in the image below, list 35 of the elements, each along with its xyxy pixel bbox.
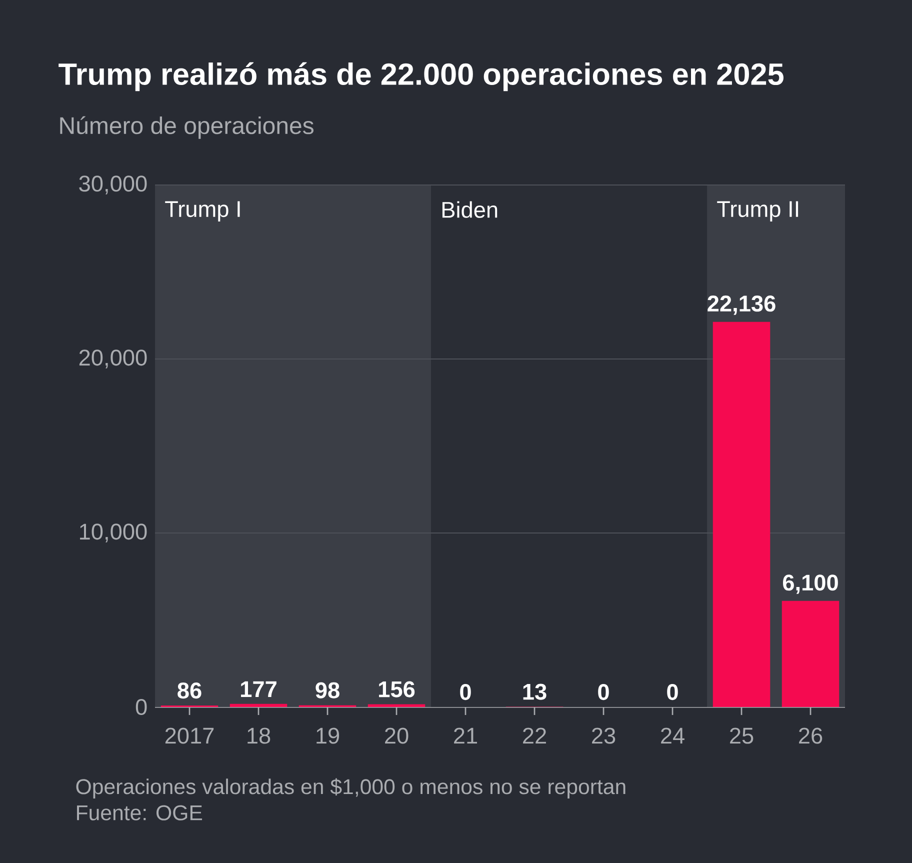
x-tick-label: 23 bbox=[592, 728, 616, 744]
bar bbox=[712, 322, 770, 707]
x-tick-label: 24 bbox=[661, 728, 684, 744]
y-tick-label: 30,000 bbox=[79, 176, 147, 194]
chart-title: Trump realizó más de 22.000 operaciones en 2025 bbox=[58, 62, 784, 92]
data-label: 86 bbox=[178, 682, 202, 699]
x-tick-label: 21 bbox=[454, 728, 478, 744]
data-label: 13 bbox=[523, 684, 546, 700]
data-label: 0 bbox=[460, 684, 471, 700]
y-tick-label: 10,000 bbox=[80, 524, 147, 542]
data-label: 6,100 bbox=[782, 574, 838, 594]
band-label: Trump II bbox=[717, 201, 798, 222]
bar bbox=[230, 704, 288, 707]
data-label: 22,136 bbox=[708, 296, 776, 315]
x-tick-label: 18 bbox=[248, 728, 270, 744]
source-note: Fuente: OGE bbox=[77, 805, 202, 820]
y-tick-label: 0 bbox=[136, 698, 147, 716]
y-tick-label: 20,000 bbox=[79, 350, 147, 368]
x-tick-label: 26 bbox=[799, 728, 822, 744]
data-label: 0 bbox=[667, 684, 678, 700]
data-label: 0 bbox=[598, 684, 609, 700]
band-label: Trump I bbox=[165, 201, 240, 222]
x-tick-label: 22 bbox=[523, 728, 546, 744]
data-label: 98 bbox=[316, 682, 340, 698]
bar bbox=[368, 704, 426, 707]
x-tick-label: 20 bbox=[385, 728, 408, 744]
x-tick-label: 2017 bbox=[165, 728, 214, 744]
band-label: Biden bbox=[442, 201, 498, 218]
x-tick-label: 19 bbox=[316, 728, 340, 744]
chart-subtitle: Número de operaciones bbox=[60, 116, 314, 139]
bar bbox=[782, 600, 840, 707]
text: Operaciones valoradas en $1,000 o menos no se reportan bbox=[76, 778, 626, 798]
x-tick-label: 25 bbox=[730, 728, 754, 744]
data-label: 156 bbox=[379, 681, 415, 698]
data-label: 177 bbox=[241, 681, 276, 697]
